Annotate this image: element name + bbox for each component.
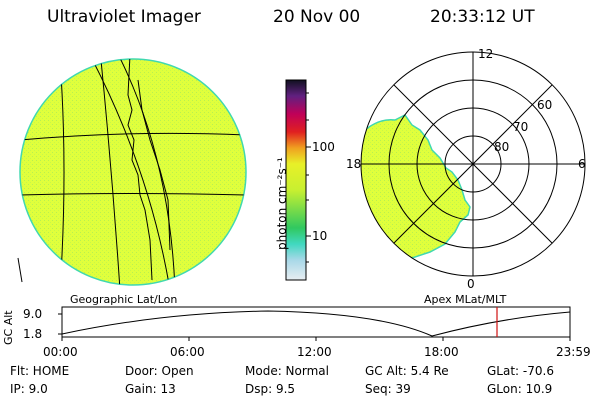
glat-info: GLat: -70.6 xyxy=(487,364,554,378)
altitude-curve xyxy=(61,310,571,337)
colorbar-tick-10: 10 xyxy=(312,229,328,243)
gc-alt-info: GC Alt: 5.4 Re xyxy=(365,364,449,378)
time-tick-0600: 06:00 xyxy=(170,345,205,359)
dsp-info: Dsp: 9.5 xyxy=(245,382,296,396)
polar-label-70: 70 xyxy=(513,120,529,134)
polar-label-0: 0 xyxy=(467,277,475,291)
colorbar xyxy=(285,79,311,281)
polar-label-12: 12 xyxy=(478,47,494,61)
mode-info: Mode: Normal xyxy=(245,364,329,378)
time-label: 20:33:12 UT xyxy=(430,7,535,27)
polar-label-80: 80 xyxy=(494,140,510,154)
geographic-globe-image xyxy=(17,58,247,286)
time-tick-0000: 00:00 xyxy=(43,345,78,359)
glon-info: GLon: 10.9 xyxy=(487,382,553,396)
time-tick-1800: 18:00 xyxy=(424,345,459,359)
ip-info: IP: 9.0 xyxy=(10,382,48,396)
time-tick-1200: 12:00 xyxy=(297,345,332,359)
door-info: Door: Open xyxy=(125,364,194,378)
time-tick-2359: 23:59 xyxy=(556,345,591,359)
date-label: 20 Nov 00 xyxy=(273,7,361,27)
geographic-panel-label: Geographic Lat/Lon xyxy=(70,293,178,306)
polar-label-60: 60 xyxy=(537,98,553,112)
globe-disk xyxy=(19,58,247,286)
polar-label-18: 18 xyxy=(346,157,362,171)
altitude-y-min: 1.8 xyxy=(23,327,43,341)
gain-info: Gain: 13 xyxy=(125,382,176,396)
flight-info: Flt: HOME xyxy=(10,364,70,378)
apex-panel-label: Apex MLat/MLT xyxy=(424,293,507,306)
colorbar-tick-100: 100 xyxy=(312,140,335,154)
altitude-y-max: 9.0 xyxy=(23,307,43,321)
polar-label-6: 6 xyxy=(578,157,586,171)
polar-mlat-mlt-plot xyxy=(360,51,586,277)
seq-info: Seq: 39 xyxy=(365,382,411,396)
instrument-title: Ultraviolet Imager xyxy=(47,7,201,27)
